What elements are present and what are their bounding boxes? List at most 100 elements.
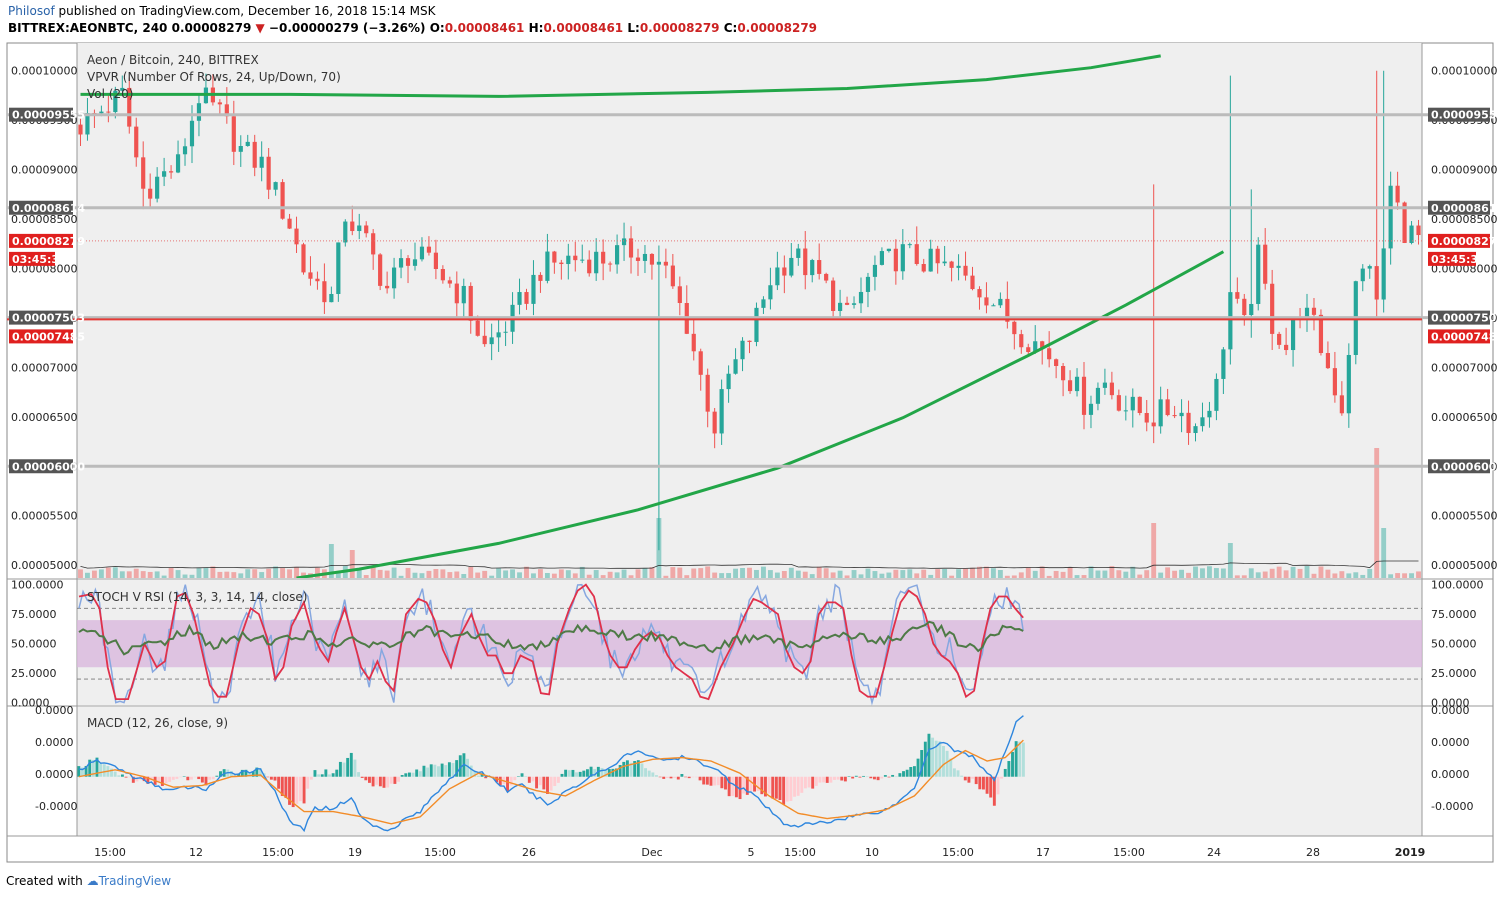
tradingview-link[interactable]: TradingView <box>98 874 172 888</box>
bull-candle <box>273 182 278 190</box>
left-price-label: 0.00007485 <box>12 330 85 343</box>
bear-candle <box>371 233 376 255</box>
volume-bar <box>809 574 815 578</box>
bear-candle <box>824 273 829 281</box>
volume-bar <box>956 569 962 578</box>
stoch-y-tick-left: 0.0000 <box>11 697 50 710</box>
bull-candle <box>1200 417 1205 427</box>
bear-candle <box>1040 341 1045 349</box>
bull-candle <box>238 146 243 152</box>
volume-bar <box>112 567 118 578</box>
volume-bar <box>161 575 167 578</box>
bear-candle <box>1109 382 1114 396</box>
bear-candle <box>538 274 543 281</box>
author-link[interactable]: Philosof <box>8 4 55 18</box>
volume-bar <box>412 572 418 578</box>
volume-bar <box>1325 569 1331 578</box>
volume-bar <box>217 571 223 578</box>
bull-candle <box>545 251 550 281</box>
macd-histogram-bar <box>179 776 182 778</box>
bear-candle <box>1284 344 1289 351</box>
volume-bar <box>579 566 585 578</box>
bull-candle <box>886 248 891 252</box>
macd-histogram-bar <box>902 771 905 777</box>
macd-histogram-bar <box>680 774 684 777</box>
bear-candle <box>1116 395 1121 411</box>
macd-histogram-bar <box>585 769 589 777</box>
macd-histogram-bar <box>248 772 252 777</box>
bear-candle <box>782 267 787 276</box>
volume-bar <box>475 572 481 578</box>
macd-histogram-bar <box>531 776 535 782</box>
bear-candle <box>1263 244 1268 284</box>
bear-candle <box>921 263 926 272</box>
publish-line: Philosof published on TradingView.com, D… <box>8 4 435 18</box>
bear-candle <box>831 280 836 311</box>
main-y-tick-left: 0.00007000 <box>11 361 77 374</box>
volume-bar <box>984 566 989 578</box>
bull-candle <box>1214 378 1219 411</box>
bull-candle <box>796 248 801 258</box>
volume-bar <box>1025 567 1031 578</box>
left-price-label-box <box>9 200 73 215</box>
macd-histogram-bar <box>426 767 430 777</box>
macd-histogram-bar <box>375 776 379 785</box>
volume-bar <box>914 573 920 578</box>
bear-candle <box>1374 266 1379 300</box>
macd-histogram-bar <box>647 770 651 777</box>
volume-bar <box>147 571 153 578</box>
bear-candle <box>712 411 717 434</box>
bull-candle <box>851 303 857 305</box>
macd-histogram-bar <box>186 776 190 781</box>
rsi-line <box>78 620 1024 656</box>
bear-candle <box>127 87 132 127</box>
volume-bar <box>1374 448 1380 578</box>
macd-histogram-bar <box>742 776 746 794</box>
macd-histogram-bar <box>996 776 1000 795</box>
volume-bar <box>98 569 104 578</box>
macd-histogram-bar <box>418 771 422 777</box>
macd-histogram-bar <box>774 776 778 799</box>
bear-candle <box>1277 333 1282 345</box>
macd-histogram-bar <box>687 776 691 779</box>
macd-histogram-bar <box>684 776 687 778</box>
x-axis-tick: 24 <box>1207 846 1221 859</box>
bull-candle <box>754 307 759 342</box>
main-y-tick-right: 0.00007000 <box>1431 361 1497 374</box>
volume-bar <box>963 568 968 578</box>
macd-histogram-bar <box>909 767 913 777</box>
macd-histogram-bar <box>386 776 390 788</box>
macd-histogram-bar <box>324 769 328 777</box>
main-y-tick-left: 0.00008500 <box>11 213 77 226</box>
volume-bar <box>1311 573 1317 578</box>
high-value: 0.00008461 <box>543 21 624 35</box>
x-axis-tick: 15:00 <box>424 846 456 859</box>
macd-histogram-bar <box>625 760 629 777</box>
volume-bar <box>1339 571 1345 578</box>
bull-candle <box>517 292 522 305</box>
volume-bar <box>503 570 509 578</box>
macd-histogram-bar <box>989 776 993 798</box>
macd-histogram-bar <box>833 776 836 780</box>
bull-candle <box>656 261 661 265</box>
volume-bar <box>182 574 188 578</box>
volume-bar <box>719 573 725 578</box>
bull-candle <box>182 146 188 155</box>
volume-bar <box>1207 566 1212 578</box>
macd-histogram-bar <box>280 776 284 797</box>
bull-candle <box>928 248 933 272</box>
volume-bar <box>767 570 773 578</box>
macd-histogram-bar <box>600 768 604 777</box>
macd-histogram-bar <box>673 776 677 778</box>
left-price-label-box <box>9 310 73 325</box>
bear-candle <box>141 157 146 189</box>
macd-histogram-bar <box>789 776 793 801</box>
right-price-label-box <box>1428 107 1490 122</box>
bear-candle <box>698 351 703 375</box>
volume-bar <box>356 570 362 578</box>
macd-histogram-bar <box>640 763 644 777</box>
main-title: Aeon / Bitcoin, 240, BITTREX <box>87 53 259 67</box>
volume-bar <box>1353 572 1359 578</box>
bear-candle <box>1325 353 1331 369</box>
